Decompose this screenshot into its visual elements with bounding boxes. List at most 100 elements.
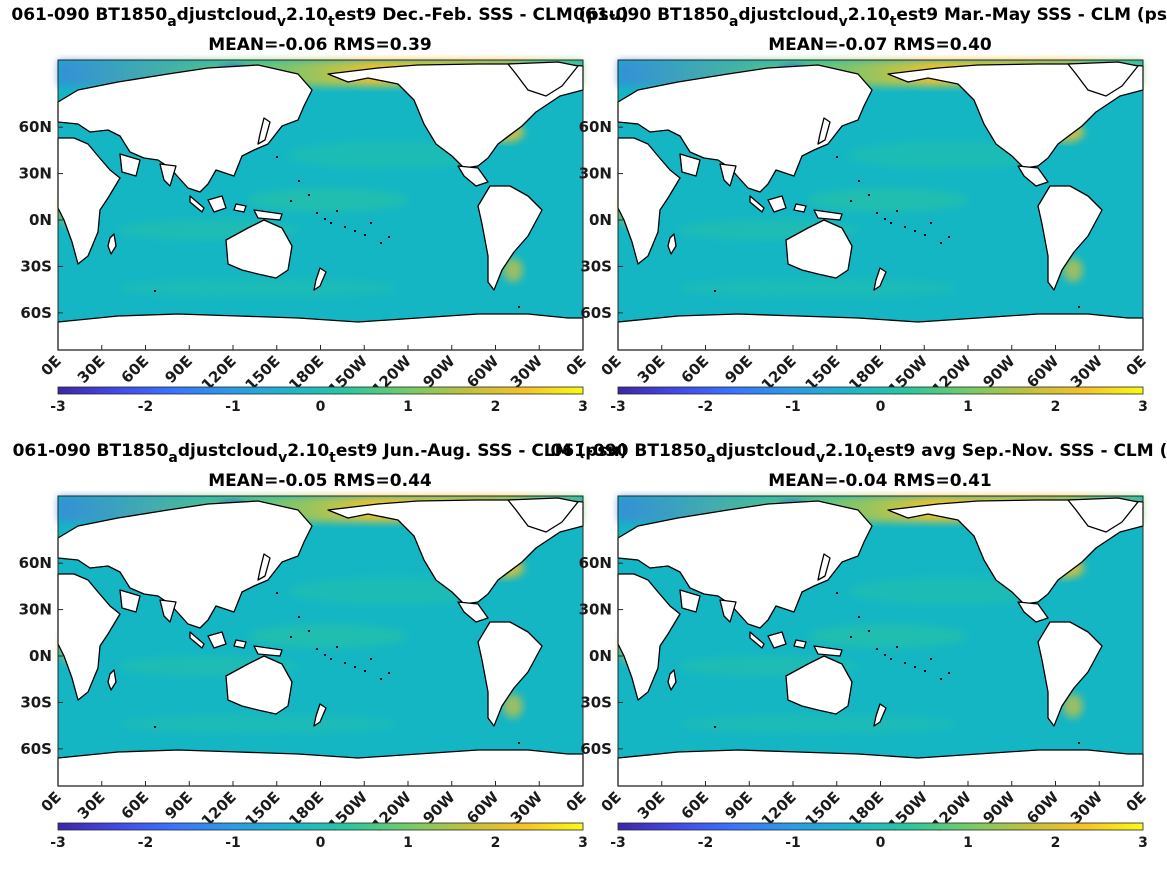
y-tick-label: 0N xyxy=(589,211,612,229)
title-part: est9 Jun.-Aug. SSS - CLM (psu) xyxy=(336,441,628,461)
x-tick-label: 60W xyxy=(1023,352,1063,392)
y-tick-label: 60S xyxy=(20,304,52,322)
x-tick-label: 0E xyxy=(37,352,64,379)
title-part: 2.10 xyxy=(287,441,329,461)
x-tick-label: 90W xyxy=(419,788,459,828)
title-part: est9 avg Sep.-Nov. SSS - CLM (psu) xyxy=(874,441,1167,461)
x-tick-label: 30W xyxy=(1067,352,1107,392)
title-part: djustcloud xyxy=(178,441,278,461)
y-tick-label: 60S xyxy=(20,740,52,758)
map-panel-3: 061-090 BT1850adjustcloudv2.10test9 Jun.… xyxy=(13,441,628,851)
panel-title: 061-090 BT1850adjustcloudv2.10test9 Mar.… xyxy=(573,5,1167,30)
y-tick-label: 30S xyxy=(580,693,612,711)
colorbar-tick-label: 3 xyxy=(1138,835,1148,851)
title-part: 2.10 xyxy=(848,5,890,25)
title-part: a xyxy=(706,450,715,466)
title-part: t xyxy=(328,14,335,30)
map-field xyxy=(58,60,583,350)
title-part: 061-090 BT1850 xyxy=(573,5,729,25)
colorbar-tick-label: -2 xyxy=(698,835,714,851)
title-part: t xyxy=(867,450,874,466)
panel-title: 061-090 BT1850adjustcloudv2.10test9 Dec.… xyxy=(11,5,628,30)
colorbar-tick-label: -1 xyxy=(225,835,241,851)
colorbar-tick-label: 0 xyxy=(316,399,326,415)
y-tick-label: 60N xyxy=(19,554,52,572)
colorbar-tick-label: 2 xyxy=(491,399,501,415)
x-tick-label: 60E xyxy=(118,788,153,823)
colorbar-tick-label: 1 xyxy=(963,399,973,415)
colorbar-tick-label: 3 xyxy=(578,399,588,415)
colorbar xyxy=(617,822,1144,831)
x-tick-label: 30E xyxy=(634,788,669,823)
colorbar-tick-label: -3 xyxy=(50,399,66,415)
colorbar-tick-label: -3 xyxy=(50,835,66,851)
x-tick-label: 0E xyxy=(1122,788,1149,815)
colorbar-tick-label: -1 xyxy=(785,399,801,415)
x-tick-label: 90W xyxy=(979,352,1019,392)
x-tick-label: 90E xyxy=(161,352,196,387)
title-part: 2.10 xyxy=(825,441,867,461)
colorbar-tick-label: 3 xyxy=(1138,399,1148,415)
map-field xyxy=(618,496,1143,786)
colorbar-tick-label: -2 xyxy=(138,399,154,415)
x-tick-label: 90E xyxy=(161,788,196,823)
colorbar-tick-label: 0 xyxy=(876,835,886,851)
y-tick-label: 30S xyxy=(20,693,52,711)
x-tick-label: 30E xyxy=(74,352,109,387)
x-tick-label: 60W xyxy=(463,352,503,392)
x-tick-label: 90E xyxy=(721,788,756,823)
title-part: est9 Dec.-Feb. SSS - CLM (psu) xyxy=(335,5,629,25)
colorbar-tick-label: 2 xyxy=(1051,399,1061,415)
y-tick-label: 60N xyxy=(579,554,612,572)
panels: 061-090 BT1850adjustcloudv2.10test9 Dec.… xyxy=(11,5,1167,851)
x-tick-label: 30W xyxy=(1067,788,1107,828)
colorbar-tick-label: 3 xyxy=(578,835,588,851)
colorbar-tick-label: -2 xyxy=(698,399,714,415)
x-tick-label: 0E xyxy=(597,352,624,379)
x-tick-label: 90W xyxy=(979,788,1019,828)
map-panel-2: 061-090 BT1850adjustcloudv2.10test9 Mar.… xyxy=(573,5,1167,415)
colorbar-tick-label: -3 xyxy=(610,835,626,851)
colorbar-tick-label: 1 xyxy=(403,399,413,415)
colorbar-tick-label: -3 xyxy=(610,399,626,415)
y-tick-label: 60S xyxy=(580,740,612,758)
map-field xyxy=(618,60,1143,350)
y-tick-label: 60S xyxy=(580,304,612,322)
title-part: v xyxy=(816,450,825,466)
y-tick-label: 60N xyxy=(19,118,52,136)
title-part: a xyxy=(167,14,176,30)
map-panel-1: 061-090 BT1850adjustcloudv2.10test9 Dec.… xyxy=(11,5,628,415)
x-tick-label: 30W xyxy=(507,788,547,828)
y-tick-label: 0N xyxy=(29,211,52,229)
panel-title: 061-090 BT1850adjustcloudv2.10test9 Jun.… xyxy=(13,441,628,466)
x-tick-label: 90W xyxy=(419,352,459,392)
x-tick-label: 60W xyxy=(1023,788,1063,828)
map-field xyxy=(58,496,583,786)
mean-rms-label: MEAN=-0.06 RMS=0.39 xyxy=(208,35,432,55)
x-tick-label: 90E xyxy=(721,352,756,387)
map-panel-4: 061-090 BT1850adjustcloudv2.10test9 avg … xyxy=(550,441,1167,851)
x-tick-label: 0E xyxy=(562,352,589,379)
x-tick-label: 0E xyxy=(1122,352,1149,379)
x-tick-label: 30E xyxy=(634,352,669,387)
x-tick-label: 0E xyxy=(37,788,64,815)
x-tick-label: 0E xyxy=(562,788,589,815)
colorbar xyxy=(57,822,584,831)
y-tick-label: 30S xyxy=(20,257,52,275)
mean-rms-label: MEAN=-0.07 RMS=0.40 xyxy=(768,35,992,55)
title-part: t xyxy=(890,14,897,30)
y-tick-label: 60N xyxy=(579,118,612,136)
x-tick-label: 30W xyxy=(507,352,547,392)
colorbar-tick-label: 1 xyxy=(403,835,413,851)
x-tick-label: 60W xyxy=(463,788,503,828)
title-part: djustcloud xyxy=(738,5,838,25)
title-part: 061-090 BT1850 xyxy=(11,5,167,25)
y-tick-label: 30N xyxy=(19,165,52,183)
colorbar xyxy=(617,386,1144,395)
y-tick-label: 30S xyxy=(580,257,612,275)
x-tick-label: 60E xyxy=(678,788,713,823)
